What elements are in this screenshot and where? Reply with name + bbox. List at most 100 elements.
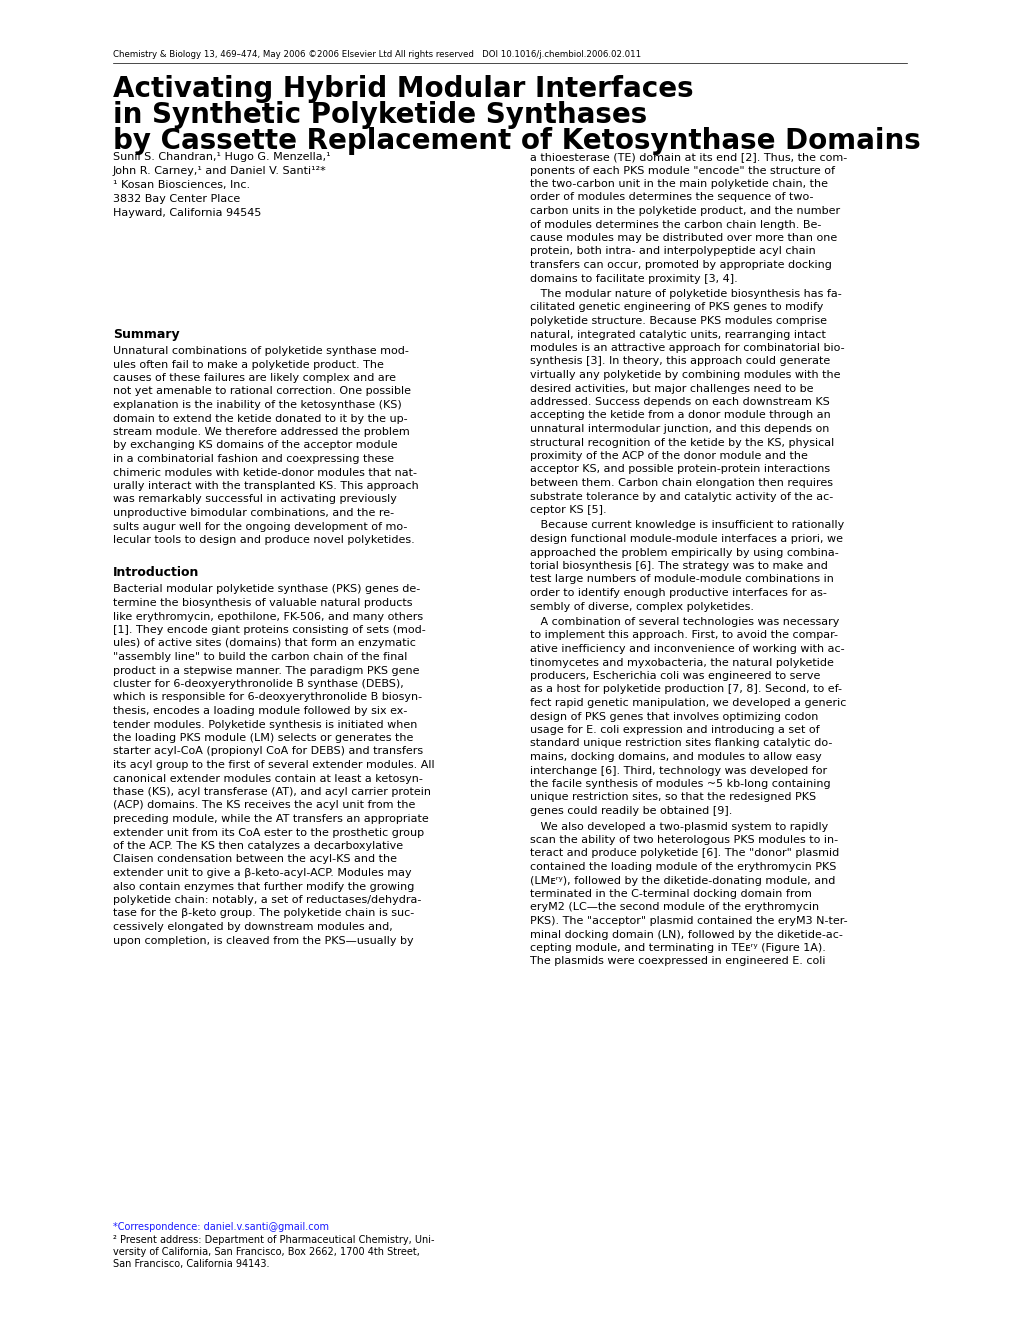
Text: 3832 Bay Center Place: 3832 Bay Center Place (113, 194, 240, 205)
Text: tinomycetes and myxobacteria, the natural polyketide: tinomycetes and myxobacteria, the natura… (530, 657, 834, 668)
Text: torial biosynthesis [6]. The strategy was to make and: torial biosynthesis [6]. The strategy wa… (530, 561, 827, 572)
Text: Because current knowledge is insufficient to rationally: Because current knowledge is insufficien… (530, 520, 844, 531)
Text: ² Present address: Department of Pharmaceutical Chemistry, Uni-: ² Present address: Department of Pharmac… (113, 1236, 434, 1245)
Text: also contain enzymes that further modify the growing: also contain enzymes that further modify… (113, 882, 414, 891)
Text: virtually any polyketide by combining modules with the: virtually any polyketide by combining mo… (530, 370, 840, 380)
Text: carbon units in the polyketide product, and the number: carbon units in the polyketide product, … (530, 206, 840, 216)
Text: "assembly line" to build the carbon chain of the final: "assembly line" to build the carbon chai… (113, 652, 407, 663)
Text: terminated in the C-terminal docking domain from: terminated in the C-terminal docking dom… (530, 888, 811, 899)
Text: canonical extender modules contain at least a ketosyn-: canonical extender modules contain at le… (113, 774, 423, 784)
Text: The plasmids were coexpressed in engineered E. coli: The plasmids were coexpressed in enginee… (530, 957, 824, 966)
Text: order of modules determines the sequence of two-: order of modules determines the sequence… (530, 193, 813, 202)
Text: was remarkably successful in activating previously: was remarkably successful in activating … (113, 495, 396, 504)
Text: Unnatural combinations of polyketide synthase mod-: Unnatural combinations of polyketide syn… (113, 346, 409, 356)
Text: Introduction: Introduction (113, 566, 199, 579)
Text: polyketide chain: notably, a set of reductases/dehydra-: polyketide chain: notably, a set of redu… (113, 895, 421, 906)
Text: design functional module-module interfaces a priori, we: design functional module-module interfac… (530, 535, 842, 544)
Text: ules often fail to make a polyketide product. The: ules often fail to make a polyketide pro… (113, 359, 383, 370)
Text: Bacterial modular polyketide synthase (PKS) genes de-: Bacterial modular polyketide synthase (P… (113, 585, 420, 594)
Text: termine the biosynthesis of valuable natural products: termine the biosynthesis of valuable nat… (113, 598, 412, 609)
Text: contained the loading module of the erythromycin PKS: contained the loading module of the eryt… (530, 862, 836, 873)
Text: transfers can occur, promoted by appropriate docking: transfers can occur, promoted by appropr… (530, 260, 832, 271)
Text: acceptor KS, and possible protein-protein interactions: acceptor KS, and possible protein-protei… (530, 465, 829, 474)
Text: fect rapid genetic manipulation, we developed a generic: fect rapid genetic manipulation, we deve… (530, 698, 846, 708)
Text: genes could readily be obtained [9].: genes could readily be obtained [9]. (530, 807, 732, 816)
Text: domains to facilitate proximity [3, 4].: domains to facilitate proximity [3, 4]. (530, 273, 737, 284)
Text: standard unique restriction sites flanking catalytic do-: standard unique restriction sites flanki… (530, 738, 832, 748)
Text: mains, docking domains, and modules to allow easy: mains, docking domains, and modules to a… (530, 752, 821, 762)
Text: design of PKS genes that involves optimizing codon: design of PKS genes that involves optimi… (530, 711, 817, 722)
Text: scan the ability of two heterologous PKS modules to in-: scan the ability of two heterologous PKS… (530, 836, 838, 845)
Text: product in a stepwise manner. The paradigm PKS gene: product in a stepwise manner. The paradi… (113, 665, 419, 676)
Text: Activating Hybrid Modular Interfaces: Activating Hybrid Modular Interfaces (113, 75, 693, 103)
Text: synthesis [3]. In theory, this approach could generate: synthesis [3]. In theory, this approach … (530, 356, 829, 367)
Text: The modular nature of polyketide biosynthesis has fa-: The modular nature of polyketide biosynt… (530, 289, 841, 300)
Text: ceptor KS [5].: ceptor KS [5]. (530, 506, 606, 515)
Text: proximity of the ACP of the donor module and the: proximity of the ACP of the donor module… (530, 451, 807, 461)
Text: accepting the ketide from a donor module through an: accepting the ketide from a donor module… (530, 411, 829, 421)
Text: extender unit to give a β-keto-acyl-ACP. Modules may: extender unit to give a β-keto-acyl-ACP.… (113, 869, 412, 878)
Text: cessively elongated by downstream modules and,: cessively elongated by downstream module… (113, 921, 392, 932)
Text: by exchanging KS domains of the acceptor module: by exchanging KS domains of the acceptor… (113, 441, 397, 450)
Text: which is responsible for 6-deoxyerythronolide B biosyn-: which is responsible for 6-deoxyerythron… (113, 693, 422, 702)
Text: tase for the β-keto group. The polyketide chain is suc-: tase for the β-keto group. The polyketid… (113, 908, 414, 919)
Text: producers, Escherichia coli was engineered to serve: producers, Escherichia coli was engineer… (530, 671, 819, 681)
Text: urally interact with the transplanted KS. This approach: urally interact with the transplanted KS… (113, 480, 419, 491)
Text: Chemistry & Biology 13, 469–474, May 2006 ©2006 Elsevier Ltd All rights reserved: Chemistry & Biology 13, 469–474, May 200… (113, 50, 641, 59)
Text: chimeric modules with ketide-donor modules that nat-: chimeric modules with ketide-donor modul… (113, 467, 417, 478)
Text: of the ACP. The KS then catalyzes a decarboxylative: of the ACP. The KS then catalyzes a deca… (113, 841, 403, 851)
Text: ¹ Kosan Biosciences, Inc.: ¹ Kosan Biosciences, Inc. (113, 180, 250, 190)
Text: *Correspondence: daniel.v.santi@gmail.com: *Correspondence: daniel.v.santi@gmail.co… (113, 1222, 329, 1232)
Text: eryM2 (LC—the second module of the erythromycin: eryM2 (LC—the second module of the eryth… (530, 903, 818, 912)
Text: its acyl group to the first of several extender modules. All: its acyl group to the first of several e… (113, 760, 434, 770)
Text: substrate tolerance by and catalytic activity of the ac-: substrate tolerance by and catalytic act… (530, 491, 833, 502)
Text: to implement this approach. First, to avoid the compar-: to implement this approach. First, to av… (530, 631, 838, 640)
Text: in Synthetic Polyketide Synthases: in Synthetic Polyketide Synthases (113, 102, 647, 129)
Text: desired activities, but major challenges need to be: desired activities, but major challenges… (530, 384, 813, 393)
Text: PKS). The "acceptor" plasmid contained the eryM3 N-ter-: PKS). The "acceptor" plasmid contained t… (530, 916, 847, 927)
Text: in a combinatorial fashion and coexpressing these: in a combinatorial fashion and coexpress… (113, 454, 393, 465)
Text: extender unit from its CoA ester to the prosthetic group: extender unit from its CoA ester to the … (113, 828, 424, 837)
Text: order to identify enough productive interfaces for as-: order to identify enough productive inte… (530, 587, 826, 598)
Text: explanation is the inability of the ketosynthase (KS): explanation is the inability of the keto… (113, 400, 401, 411)
Text: unproductive bimodular combinations, and the re-: unproductive bimodular combinations, and… (113, 508, 393, 517)
Text: stream module. We therefore addressed the problem: stream module. We therefore addressed th… (113, 426, 410, 437)
Text: cause modules may be distributed over more than one: cause modules may be distributed over mo… (530, 234, 837, 243)
Text: the two-carbon unit in the main polyketide chain, the: the two-carbon unit in the main polyketi… (530, 180, 827, 189)
Text: Sunil S. Chandran,¹ Hugo G. Menzella,¹: Sunil S. Chandran,¹ Hugo G. Menzella,¹ (113, 152, 330, 162)
Text: sembly of diverse, complex polyketides.: sembly of diverse, complex polyketides. (530, 602, 753, 611)
Text: addressed. Success depends on each downstream KS: addressed. Success depends on each downs… (530, 397, 828, 407)
Text: of modules determines the carbon chain length. Be-: of modules determines the carbon chain l… (530, 219, 820, 230)
Text: versity of California, San Francisco, Box 2662, 1700 4th Street,: versity of California, San Francisco, Bo… (113, 1247, 420, 1257)
Text: between them. Carbon chain elongation then requires: between them. Carbon chain elongation th… (530, 478, 833, 488)
Text: cluster for 6-deoxyerythronolide B synthase (DEBS),: cluster for 6-deoxyerythronolide B synth… (113, 678, 404, 689)
Text: cilitated genetic engineering of PKS genes to modify: cilitated genetic engineering of PKS gen… (530, 302, 822, 313)
Text: starter acyl-CoA (propionyl CoA for DEBS) and transfers: starter acyl-CoA (propionyl CoA for DEBS… (113, 747, 423, 756)
Text: approached the problem empirically by using combina-: approached the problem empirically by us… (530, 548, 838, 557)
Text: We also developed a two-plasmid system to rapidly: We also developed a two-plasmid system t… (530, 821, 827, 832)
Text: unnatural intermodular junction, and this depends on: unnatural intermodular junction, and thi… (530, 424, 828, 434)
Text: thase (KS), acyl transferase (AT), and acyl carrier protein: thase (KS), acyl transferase (AT), and a… (113, 787, 431, 797)
Text: structural recognition of the ketide by the KS, physical: structural recognition of the ketide by … (530, 437, 834, 447)
Text: a thioesterase (TE) domain at its end [2]. Thus, the com-: a thioesterase (TE) domain at its end [2… (530, 152, 847, 162)
Text: (LMᴇʳʸ), followed by the diketide-donating module, and: (LMᴇʳʸ), followed by the diketide-donati… (530, 875, 835, 886)
Text: upon completion, is cleaved from the PKS—usually by: upon completion, is cleaved from the PKS… (113, 936, 414, 945)
Text: unique restriction sites, so that the redesigned PKS: unique restriction sites, so that the re… (530, 792, 815, 803)
Text: teract and produce polyketide [6]. The "donor" plasmid: teract and produce polyketide [6]. The "… (530, 849, 839, 858)
Text: the facile synthesis of modules ~5 kb-long containing: the facile synthesis of modules ~5 kb-lo… (530, 779, 829, 789)
Text: test large numbers of module-module combinations in: test large numbers of module-module comb… (530, 574, 834, 585)
Text: protein, both intra- and interpolypeptide acyl chain: protein, both intra- and interpolypeptid… (530, 247, 815, 256)
Text: Summary: Summary (113, 327, 179, 341)
Text: ative inefficiency and inconvenience of working with ac-: ative inefficiency and inconvenience of … (530, 644, 844, 653)
Text: Claisen condensation between the acyl-KS and the: Claisen condensation between the acyl-KS… (113, 854, 396, 865)
Text: like erythromycin, epothilone, FK-506, and many others: like erythromycin, epothilone, FK-506, a… (113, 611, 423, 622)
Text: modules is an attractive approach for combinatorial bio-: modules is an attractive approach for co… (530, 343, 844, 352)
Text: the loading PKS module (LM) selects or generates the: the loading PKS module (LM) selects or g… (113, 733, 413, 743)
Text: John R. Carney,¹ and Daniel V. Santi¹²*: John R. Carney,¹ and Daniel V. Santi¹²* (113, 166, 326, 176)
Text: minal docking domain (LN), followed by the diketide-ac-: minal docking domain (LN), followed by t… (530, 929, 842, 940)
Text: Hayward, California 94545: Hayward, California 94545 (113, 209, 261, 218)
Text: ules) of active sites (domains) that form an enzymatic: ules) of active sites (domains) that for… (113, 639, 416, 648)
Text: San Francisco, California 94143.: San Francisco, California 94143. (113, 1259, 269, 1269)
Text: preceding module, while the AT transfers an appropriate: preceding module, while the AT transfers… (113, 814, 428, 824)
Text: causes of these failures are likely complex and are: causes of these failures are likely comp… (113, 374, 395, 383)
